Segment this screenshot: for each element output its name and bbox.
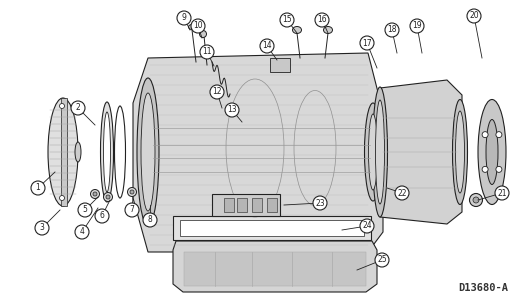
FancyBboxPatch shape: [237, 198, 247, 212]
Ellipse shape: [375, 100, 384, 204]
FancyBboxPatch shape: [252, 198, 262, 212]
Circle shape: [75, 225, 89, 239]
Circle shape: [280, 13, 294, 27]
Circle shape: [225, 103, 239, 117]
Text: D13680-A: D13680-A: [458, 283, 508, 293]
Ellipse shape: [75, 142, 81, 162]
Circle shape: [315, 13, 329, 27]
FancyBboxPatch shape: [224, 198, 234, 212]
Circle shape: [469, 194, 482, 206]
Circle shape: [177, 11, 191, 25]
Circle shape: [95, 209, 109, 223]
Ellipse shape: [103, 112, 110, 192]
Circle shape: [200, 45, 214, 59]
Ellipse shape: [48, 98, 78, 206]
Circle shape: [496, 166, 502, 172]
Text: 18: 18: [387, 26, 397, 35]
Circle shape: [467, 9, 481, 23]
Circle shape: [93, 192, 97, 196]
Text: 1: 1: [36, 184, 40, 193]
Circle shape: [495, 186, 509, 200]
Circle shape: [473, 197, 479, 203]
Polygon shape: [173, 241, 377, 292]
Ellipse shape: [364, 103, 382, 201]
Text: 11: 11: [202, 48, 212, 57]
Text: 19: 19: [412, 21, 422, 30]
Circle shape: [313, 196, 327, 210]
Circle shape: [410, 19, 424, 33]
Circle shape: [210, 85, 224, 99]
Text: 7: 7: [130, 206, 134, 215]
Text: 16: 16: [317, 15, 327, 24]
Circle shape: [59, 104, 65, 108]
Text: 6: 6: [100, 212, 104, 221]
Circle shape: [375, 253, 389, 267]
Circle shape: [128, 188, 136, 197]
Polygon shape: [270, 58, 290, 72]
Text: 21: 21: [497, 188, 507, 197]
Circle shape: [496, 132, 502, 138]
Circle shape: [125, 203, 139, 217]
Text: 23: 23: [315, 198, 325, 207]
Text: 24: 24: [362, 222, 372, 231]
Ellipse shape: [323, 26, 332, 33]
FancyBboxPatch shape: [184, 252, 366, 286]
Ellipse shape: [486, 119, 498, 185]
Text: 22: 22: [397, 188, 407, 197]
Ellipse shape: [478, 100, 506, 204]
Circle shape: [31, 181, 45, 195]
Circle shape: [71, 101, 85, 115]
FancyBboxPatch shape: [180, 220, 364, 236]
Text: 4: 4: [80, 228, 85, 237]
Text: 5: 5: [82, 206, 88, 215]
Ellipse shape: [137, 78, 159, 226]
Circle shape: [482, 132, 488, 138]
Text: 25: 25: [377, 256, 387, 265]
Text: 14: 14: [262, 42, 272, 51]
Text: 8: 8: [148, 216, 152, 225]
Ellipse shape: [100, 102, 113, 202]
Circle shape: [482, 166, 488, 172]
Circle shape: [200, 30, 206, 38]
Polygon shape: [133, 53, 383, 252]
Ellipse shape: [141, 93, 155, 211]
FancyBboxPatch shape: [173, 216, 371, 240]
Text: 3: 3: [39, 224, 45, 232]
Text: 17: 17: [362, 39, 372, 48]
Text: 10: 10: [193, 21, 203, 30]
Circle shape: [90, 190, 100, 198]
Circle shape: [360, 219, 374, 233]
FancyBboxPatch shape: [212, 194, 280, 216]
Text: 2: 2: [76, 104, 80, 113]
Ellipse shape: [456, 111, 465, 193]
Circle shape: [35, 221, 49, 235]
Text: 13: 13: [227, 105, 237, 114]
Ellipse shape: [369, 114, 377, 190]
Circle shape: [395, 186, 409, 200]
Circle shape: [130, 190, 134, 194]
Circle shape: [191, 19, 205, 33]
Circle shape: [103, 193, 112, 201]
Circle shape: [59, 196, 65, 200]
Circle shape: [360, 36, 374, 50]
Text: 12: 12: [212, 88, 222, 97]
Circle shape: [143, 213, 157, 227]
Circle shape: [106, 195, 110, 199]
Circle shape: [260, 39, 274, 53]
Text: 15: 15: [282, 15, 292, 24]
FancyBboxPatch shape: [267, 198, 277, 212]
Text: 20: 20: [469, 11, 479, 20]
Ellipse shape: [373, 87, 387, 217]
Polygon shape: [380, 80, 462, 224]
Ellipse shape: [188, 24, 195, 29]
Ellipse shape: [292, 26, 301, 33]
Polygon shape: [61, 98, 67, 206]
Circle shape: [78, 203, 92, 217]
Ellipse shape: [453, 100, 467, 204]
Circle shape: [385, 23, 399, 37]
Text: 9: 9: [182, 14, 186, 23]
